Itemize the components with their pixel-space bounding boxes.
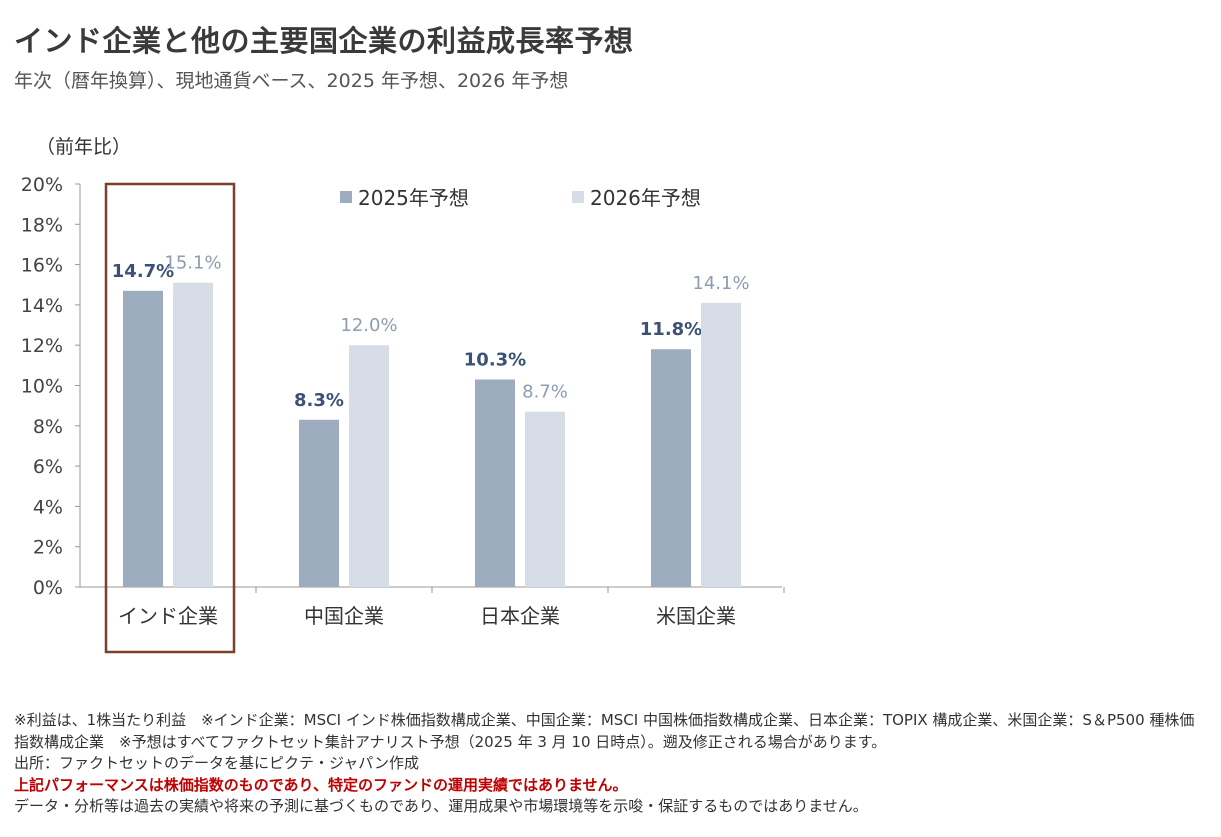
data-label: 12.0% [340,315,397,336]
footnote-warning: 上記パフォーマンスは株価指数のものであり、特定のファンドの運用実績ではありません… [14,775,628,794]
chart-title: インド企業と他の主要国企業の利益成長率予想 [14,24,634,58]
legend-swatch [572,191,584,203]
bar [475,379,515,587]
y-tick-label: 14% [21,295,63,317]
data-label: 14.1% [692,273,749,294]
y-tick-label: 18% [21,214,63,236]
data-label: 11.8% [640,319,702,340]
x-tick-label: 中国企業 [304,604,384,628]
footnote-definitions: ※利益は、1株当たり利益 ※インド企業：MSCI インド株価指数構成企業、中国企… [14,711,1195,751]
y-tick-label: 8% [33,416,63,438]
footnote-source: 出所：ファクトセットのデータを基にピクテ・ジャパン作成 [14,754,420,772]
bar [701,302,741,587]
bar [349,345,389,587]
y-tick-label: 16% [21,255,63,277]
y-tick-label: 4% [33,496,63,518]
y-tick-label: 2% [33,537,63,559]
data-label: 15.1% [164,253,221,274]
data-label: 8.3% [294,390,344,411]
bar-chart: （前年比） 0% 2% 4% 6% 8% 10% 12% 14% 16% 18% 20% インド企業 14… [21,136,785,654]
legend-swatch [340,191,352,203]
data-label: 8.7% [522,382,568,403]
data-label: 10.3% [464,349,526,370]
bar [651,349,691,587]
bar [299,419,339,587]
chart-subtitle: 年次（暦年換算）、現地通貨ベース、2025 年予想、2026 年予想 [14,70,569,92]
x-tick-label: インド企業 [118,604,218,628]
footnote-disclaimer: データ・分析等は過去の実績や将来の予測に基づくものであり、運用成果や市場環境等を… [14,797,868,815]
highlight-box [104,182,236,654]
bar [123,290,163,587]
y-unit-label: （前年比） [36,136,131,158]
x-tick-label: 米国企業 [656,604,736,628]
y-tick-label: 0% [33,577,63,599]
data-label: 14.7% [112,261,174,282]
y-tick-label: 20% [21,174,63,196]
y-tick-label: 6% [33,456,63,478]
footnotes: ※利益は、1株当たり利益 ※インド企業：MSCI インド株価指数構成企業、中国企… [14,710,1209,818]
x-tick-label: 日本企業 [480,604,560,628]
y-tick-label: 10% [21,376,63,398]
legend-label: 2026年予想 [590,186,701,210]
legend-label: 2025年予想 [358,186,469,210]
bar [525,411,565,587]
bar [173,282,213,587]
y-tick-label: 12% [21,335,63,357]
